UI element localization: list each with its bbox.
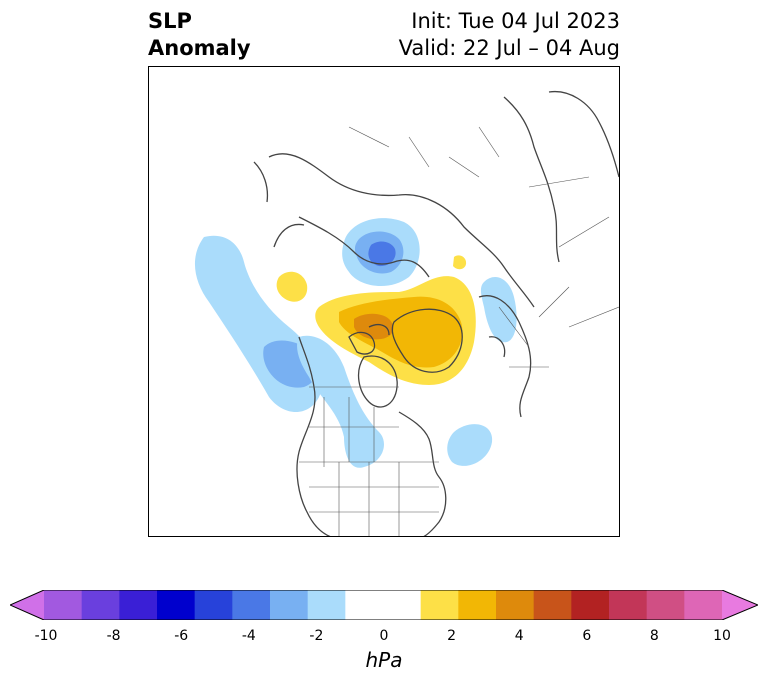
colorbar-tick-label: 2: [447, 628, 457, 644]
colorbar-cell: [609, 590, 648, 620]
colorbar-cell: [496, 590, 535, 620]
colorbar-tick-label: 0: [379, 628, 389, 644]
colorbar-cells: [44, 590, 723, 620]
negative-anomaly-siberia-center: [368, 241, 396, 267]
negative-anomaly-atlantic: [447, 424, 493, 466]
colorbar-cell: [307, 590, 346, 620]
colorbar-tick-label: 6: [582, 628, 592, 644]
colorbar: [10, 590, 758, 620]
colorbar-cell: [533, 590, 572, 620]
colorbar-cell: [684, 590, 723, 620]
political-borders: [299, 126, 619, 536]
colorbar-cell: [81, 590, 120, 620]
positive-anomaly-beaufort: [276, 271, 308, 302]
colorbar-extend-low: [10, 590, 44, 620]
colorbar-cell: [119, 590, 158, 620]
coastlines: [253, 90, 619, 536]
colorbar-tick-label: -6: [174, 628, 189, 644]
map-title-dates: Init: Tue 04 Jul 2023 Valid: 22 Jul – 04…: [399, 8, 620, 62]
colorbar-tick-label: -10: [34, 628, 58, 644]
init-date: Init: Tue 04 Jul 2023: [411, 9, 620, 33]
colorbar-cell: [44, 590, 83, 620]
anomaly-shading: [194, 218, 517, 468]
negative-anomaly-scandinavia: [480, 277, 517, 343]
colorbar-cell: [571, 590, 610, 620]
colorbar-cell: [345, 590, 384, 620]
colorbar-cell: [194, 590, 233, 620]
colorbar-tick-label: -4: [241, 628, 256, 644]
colorbar-tick-label: -2: [309, 628, 324, 644]
colorbar-tick-label: -8: [106, 628, 121, 644]
map-panel: [148, 66, 620, 537]
colorbar-tick-label: 10: [713, 628, 731, 644]
colorbar-tick-label: 8: [649, 628, 659, 644]
colorbar-cell: [383, 590, 422, 620]
map-svg: [194, 90, 619, 536]
colorbar-cell: [232, 590, 271, 620]
colorbar-unit-label: hPa: [365, 648, 403, 672]
title-line-1: SLP: [148, 9, 192, 33]
colorbar-cell: [646, 590, 685, 620]
valid-range: Valid: 22 Jul – 04 Aug: [398, 36, 620, 60]
colorbar-cell: [420, 590, 459, 620]
positive-anomaly-barents: [453, 255, 467, 270]
title-line-2: Anomaly: [148, 36, 251, 60]
colorbar-cell: [458, 590, 497, 620]
negative-anomaly-canada: [297, 335, 384, 468]
colorbar-cell: [157, 590, 196, 620]
map-title-variable: SLP Anomaly: [148, 8, 251, 62]
colorbar-extend-high: [722, 590, 758, 620]
colorbar-cell: [270, 590, 309, 620]
colorbar-tick-label: 4: [514, 628, 524, 644]
